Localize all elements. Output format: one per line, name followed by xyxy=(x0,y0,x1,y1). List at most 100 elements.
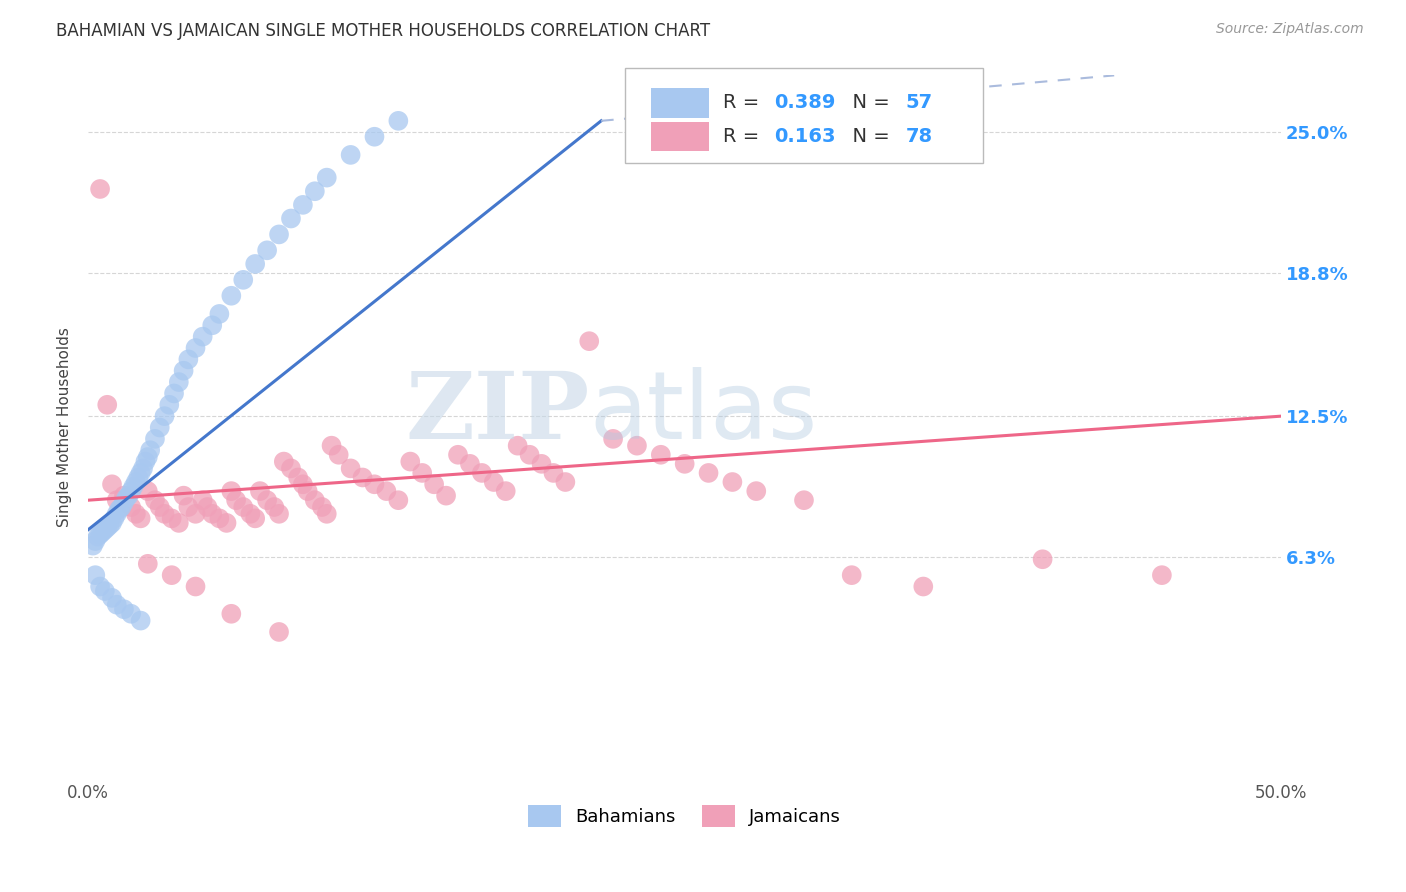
Point xyxy=(297,484,319,499)
Y-axis label: Single Mother Households: Single Mother Households xyxy=(58,327,72,527)
Point xyxy=(387,493,409,508)
Point xyxy=(184,580,207,594)
Point xyxy=(363,129,385,144)
Point xyxy=(495,484,517,499)
Point xyxy=(602,432,624,446)
Point xyxy=(191,329,214,343)
Text: 78: 78 xyxy=(905,128,932,146)
Point xyxy=(311,500,333,514)
Text: R =: R = xyxy=(723,128,765,146)
Point xyxy=(105,507,128,521)
Point xyxy=(160,511,183,525)
Point xyxy=(280,461,302,475)
Point xyxy=(626,439,648,453)
Text: BAHAMIAN VS JAMAICAN SINGLE MOTHER HOUSEHOLDS CORRELATION CHART: BAHAMIAN VS JAMAICAN SINGLE MOTHER HOUSE… xyxy=(56,22,710,40)
Point xyxy=(447,448,470,462)
Point xyxy=(125,507,148,521)
Point xyxy=(543,466,565,480)
Point xyxy=(352,470,374,484)
Point xyxy=(163,386,186,401)
Point xyxy=(221,289,243,303)
Point xyxy=(315,507,337,521)
Point xyxy=(280,211,302,226)
Point xyxy=(291,477,314,491)
Point xyxy=(363,477,385,491)
Point xyxy=(136,450,159,464)
Point xyxy=(129,466,152,480)
Point xyxy=(841,568,863,582)
Point xyxy=(304,184,326,198)
Point xyxy=(197,500,219,514)
Point xyxy=(208,511,231,525)
Point xyxy=(208,307,231,321)
Text: 0.389: 0.389 xyxy=(775,93,835,112)
Text: atlas: atlas xyxy=(589,368,817,459)
Point xyxy=(519,448,541,462)
Point xyxy=(232,273,254,287)
Point xyxy=(120,607,142,621)
Point xyxy=(84,534,107,549)
Point xyxy=(793,493,815,508)
Point xyxy=(263,500,285,514)
Point xyxy=(328,448,350,462)
Bar xyxy=(651,88,709,118)
Point xyxy=(98,518,121,533)
Point xyxy=(239,507,262,521)
Point xyxy=(267,507,290,521)
Point xyxy=(387,113,409,128)
Text: N =: N = xyxy=(839,93,896,112)
Point xyxy=(177,352,200,367)
Point xyxy=(173,364,195,378)
Point xyxy=(143,493,166,508)
Point xyxy=(184,341,207,355)
Point xyxy=(1150,568,1173,582)
Point xyxy=(139,443,162,458)
Point xyxy=(89,182,111,196)
Point xyxy=(650,448,672,462)
Point xyxy=(120,484,142,499)
Point xyxy=(91,524,114,539)
Point xyxy=(423,477,446,491)
Point xyxy=(201,318,224,333)
Point xyxy=(339,461,361,475)
Point xyxy=(115,491,138,505)
Point xyxy=(721,475,744,489)
Point xyxy=(129,614,152,628)
Point xyxy=(134,454,156,468)
Point xyxy=(304,493,326,508)
Point xyxy=(84,568,107,582)
Point xyxy=(136,484,159,499)
Point xyxy=(101,516,124,530)
Bar xyxy=(651,122,709,152)
Point xyxy=(112,602,135,616)
Text: 57: 57 xyxy=(905,93,932,112)
Point xyxy=(267,227,290,242)
Point xyxy=(82,539,104,553)
Point xyxy=(129,511,152,525)
Point xyxy=(89,527,111,541)
Point xyxy=(221,607,243,621)
Text: Source: ZipAtlas.com: Source: ZipAtlas.com xyxy=(1216,22,1364,37)
Point xyxy=(375,484,398,499)
Point xyxy=(434,489,457,503)
Point xyxy=(530,457,553,471)
Point xyxy=(122,479,145,493)
Point xyxy=(191,493,214,508)
Point xyxy=(315,170,337,185)
Point xyxy=(118,489,141,503)
Point xyxy=(177,500,200,514)
Point xyxy=(1032,552,1054,566)
Text: R =: R = xyxy=(723,93,765,112)
Point xyxy=(243,257,266,271)
Point xyxy=(127,470,149,484)
Point xyxy=(745,484,768,499)
Point xyxy=(578,334,600,348)
Point xyxy=(132,461,155,475)
Point xyxy=(105,493,128,508)
Point xyxy=(153,409,176,424)
Legend: Bahamians, Jamaicans: Bahamians, Jamaicans xyxy=(520,797,848,834)
Point xyxy=(112,489,135,503)
Point xyxy=(321,439,343,453)
FancyBboxPatch shape xyxy=(626,69,983,163)
Point xyxy=(103,511,125,525)
